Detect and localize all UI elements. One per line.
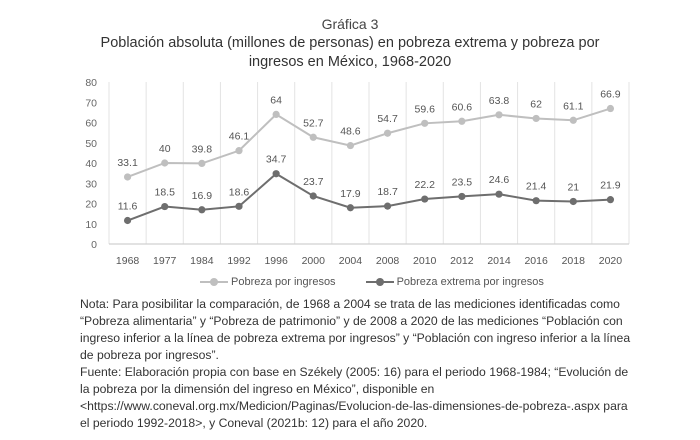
legend-swatch-pobreza-ingresos — [200, 277, 228, 287]
series-line-1 — [127, 172, 611, 222]
x-tick-label: 1968 — [116, 255, 140, 267]
data-point — [532, 197, 540, 205]
data-label: 62 — [530, 98, 542, 110]
data-point — [161, 202, 169, 211]
data-label: 18.6 — [229, 186, 250, 198]
legend-label: Pobreza extrema por ingresos — [396, 276, 544, 288]
data-point — [123, 173, 132, 181]
legend-item-pobreza-extrema: Pobreza extrema por ingresos — [365, 276, 544, 288]
source-text: Fuente: Elaboración propia con base en S… — [80, 365, 629, 430]
x-tick-label: 2012 — [450, 255, 474, 267]
data-label: 52.7 — [303, 117, 324, 129]
y-tick-label: 0 — [91, 239, 97, 251]
data-point — [309, 192, 317, 200]
data-label: 23.5 — [452, 176, 473, 188]
data-label: 60.6 — [452, 101, 473, 113]
x-tick-label: 1984 — [190, 255, 214, 267]
legend: Pobreza por ingresos Pobreza extrema por… — [200, 276, 544, 288]
data-point — [235, 202, 243, 210]
data-label: 24.6 — [489, 174, 510, 186]
data-label: 66.9 — [600, 89, 621, 101]
data-label: 46.1 — [229, 131, 250, 143]
data-point — [606, 196, 615, 204]
data-label: 21.9 — [600, 180, 621, 192]
data-label: 21.4 — [526, 181, 547, 193]
legend-label: Pobreza por ingresos — [231, 276, 336, 288]
chart-header: Gráfica 3 Población absoluta (millones d… — [0, 15, 700, 72]
data-point — [198, 206, 206, 214]
data-label: 64 — [270, 94, 282, 106]
x-tick-label: 2000 — [302, 255, 326, 267]
chart-number: Gráfica 3 — [321, 16, 379, 32]
y-tick-label: 50 — [85, 138, 97, 150]
data-point — [346, 141, 355, 150]
data-label: 17.9 — [340, 188, 361, 200]
data-label: 34.7 — [266, 154, 287, 166]
data-point — [569, 197, 577, 206]
data-label: 18.5 — [154, 187, 175, 199]
data-label: 23.7 — [303, 176, 324, 188]
data-point — [383, 129, 392, 137]
y-tick-label: 60 — [85, 118, 97, 130]
data-point — [421, 119, 429, 127]
data-label: 59.6 — [414, 103, 435, 115]
data-point — [272, 110, 280, 118]
data-point — [161, 159, 169, 167]
data-point — [458, 117, 466, 125]
data-point — [421, 195, 429, 203]
data-label: 40 — [159, 143, 171, 155]
data-point — [272, 170, 280, 178]
data-label: 54.7 — [377, 113, 398, 125]
legend-swatch-pobreza-extrema — [365, 277, 394, 287]
data-label: 11.6 — [118, 201, 138, 213]
y-tick-label: 30 — [85, 178, 97, 190]
data-label: 63.8 — [489, 95, 510, 107]
note-text: Nota: Para posibilitar la comparación, d… — [80, 297, 631, 362]
data-point — [346, 204, 355, 212]
data-label: 16.9 — [192, 190, 213, 202]
x-tick-label: 2004 — [339, 255, 363, 267]
data-label: 48.6 — [340, 126, 361, 138]
x-tick-label: 2020 — [599, 255, 623, 267]
x-tick-label: 2018 — [562, 255, 586, 267]
data-label: 22.2 — [414, 179, 435, 191]
data-point — [309, 133, 317, 141]
x-tick-label: 2008 — [376, 255, 400, 267]
y-tick-label: 80 — [85, 77, 97, 89]
data-point — [198, 159, 206, 168]
data-label: 61.1 — [563, 100, 584, 112]
data-point — [383, 202, 392, 210]
x-tick-label: 2016 — [524, 255, 548, 267]
x-tick-label: 1992 — [227, 255, 251, 267]
y-tick-label: 40 — [85, 158, 97, 170]
data-point — [235, 147, 243, 155]
chart-title: Población absoluta (millones de personas… — [100, 35, 600, 70]
y-tick-label: 20 — [85, 199, 97, 211]
series-line-0 — [127, 107, 611, 178]
y-tick-label: 70 — [85, 97, 97, 109]
data-point — [123, 216, 132, 225]
data-point — [569, 116, 577, 124]
x-tick-label: 2010 — [413, 255, 437, 267]
data-point — [606, 104, 615, 113]
data-point — [532, 114, 540, 123]
data-label: 18.7 — [377, 186, 398, 198]
x-tick-label: 1977 — [153, 255, 177, 267]
x-tick-label: 2014 — [487, 255, 511, 267]
data-label: 21 — [567, 181, 579, 193]
data-point — [495, 111, 503, 119]
data-point — [458, 192, 466, 201]
y-tick-label: 10 — [85, 219, 97, 231]
x-tick-label: 1996 — [264, 255, 288, 267]
notes: Nota: Para posibilitar la comparación, d… — [80, 296, 640, 432]
data-label: 39.8 — [192, 143, 213, 155]
data-label: 33.1 — [117, 157, 138, 169]
data-point — [495, 190, 503, 198]
legend-item-pobreza-ingresos: Pobreza por ingresos — [200, 276, 336, 288]
